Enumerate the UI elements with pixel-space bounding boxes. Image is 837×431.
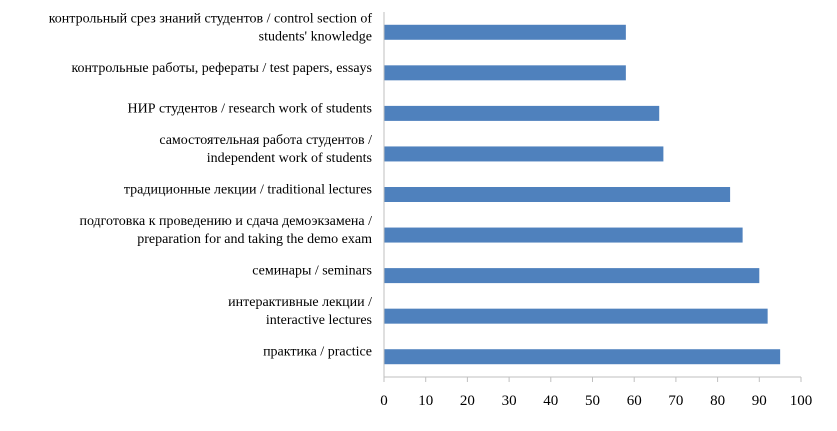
bar-3 bbox=[384, 105, 660, 121]
x-tick-label-50: 50 bbox=[585, 393, 600, 409]
category-label-8-line-1: интерактивные лекции / bbox=[228, 295, 372, 310]
bar-7 bbox=[384, 268, 760, 284]
category-label-8-line-2: interactive lectures bbox=[266, 313, 372, 328]
category-label-4-line-1: самостоятельная работа студентов / bbox=[159, 133, 372, 148]
x-tick-label-80: 80 bbox=[710, 393, 725, 409]
category-label-3: НИР студентов / research work of student… bbox=[128, 101, 373, 116]
category-label-5: традиционные лекции / traditional lectur… bbox=[124, 183, 372, 198]
x-tick-label-70: 70 bbox=[668, 393, 683, 409]
bar-2 bbox=[384, 65, 626, 81]
bar-1 bbox=[384, 24, 626, 40]
bar-5 bbox=[384, 187, 731, 202]
category-label-1-line-1: контрольный срез знаний студентов / cont… bbox=[49, 11, 373, 26]
x-tick-label-60: 60 bbox=[627, 393, 642, 409]
bar-9 bbox=[384, 349, 781, 365]
x-tick-label-30: 30 bbox=[502, 393, 517, 409]
category-label-6-line-1: подготовка к проведению и сдача демоэкза… bbox=[79, 214, 372, 229]
bar-4 bbox=[384, 146, 664, 162]
x-tick-label-100: 100 bbox=[790, 393, 813, 409]
category-label-6-line-2: preparation for and taking the demo exam bbox=[137, 232, 372, 247]
category-label-9: практика / practice bbox=[263, 345, 372, 360]
x-tick-label-40: 40 bbox=[543, 393, 558, 409]
category-labels-group: контрольный срез знаний студентов / cont… bbox=[49, 11, 373, 359]
bar-6 bbox=[384, 227, 743, 243]
category-label-7: семинары / seminars bbox=[252, 264, 372, 279]
x-ticks-group: 0 10 20 30 40 50 60 70 80 90 100 bbox=[380, 377, 812, 409]
bars-group bbox=[384, 24, 781, 365]
x-tick-label-10: 10 bbox=[418, 393, 433, 409]
bar-8 bbox=[384, 308, 768, 324]
category-label-2: контрольные работы, рефераты / test pape… bbox=[71, 61, 372, 76]
category-label-4-line-2: independent work of students bbox=[207, 151, 372, 166]
x-tick-label-20: 20 bbox=[460, 393, 475, 409]
x-tick-label-90: 90 bbox=[752, 393, 767, 409]
category-label-1-line-2: students' knowledge bbox=[259, 29, 372, 44]
x-tick-label-0: 0 bbox=[380, 393, 388, 409]
